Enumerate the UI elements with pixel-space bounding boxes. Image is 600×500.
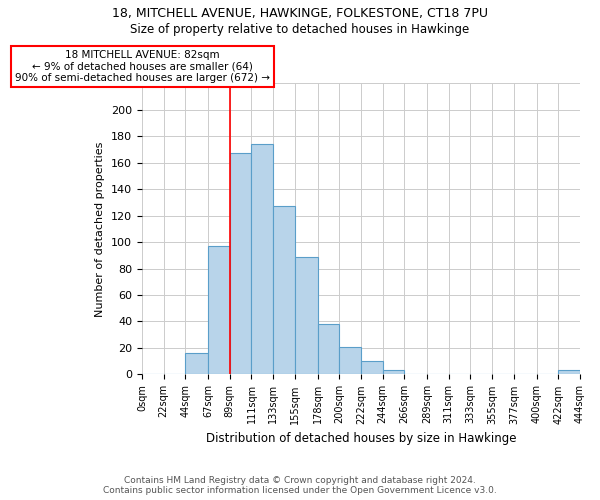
Text: Size of property relative to detached houses in Hawkinge: Size of property relative to detached ho…	[130, 22, 470, 36]
Text: Contains HM Land Registry data © Crown copyright and database right 2024.
Contai: Contains HM Land Registry data © Crown c…	[103, 476, 497, 495]
Bar	[317, 324, 339, 374]
Y-axis label: Number of detached properties: Number of detached properties	[95, 141, 106, 316]
Bar	[208, 246, 230, 374]
Bar	[273, 206, 295, 374]
Text: 18, MITCHELL AVENUE, HAWKINGE, FOLKESTONE, CT18 7PU: 18, MITCHELL AVENUE, HAWKINGE, FOLKESTON…	[112, 8, 488, 20]
X-axis label: Distribution of detached houses by size in Hawkinge: Distribution of detached houses by size …	[206, 432, 516, 445]
Bar	[339, 346, 361, 374]
Bar	[251, 144, 273, 374]
Text: 18 MITCHELL AVENUE: 82sqm
← 9% of detached houses are smaller (64)
90% of semi-d: 18 MITCHELL AVENUE: 82sqm ← 9% of detach…	[15, 50, 270, 83]
Bar	[295, 256, 317, 374]
Bar	[185, 354, 208, 374]
Bar	[361, 361, 383, 374]
Bar	[383, 370, 404, 374]
Bar	[558, 370, 580, 374]
Bar	[230, 154, 251, 374]
